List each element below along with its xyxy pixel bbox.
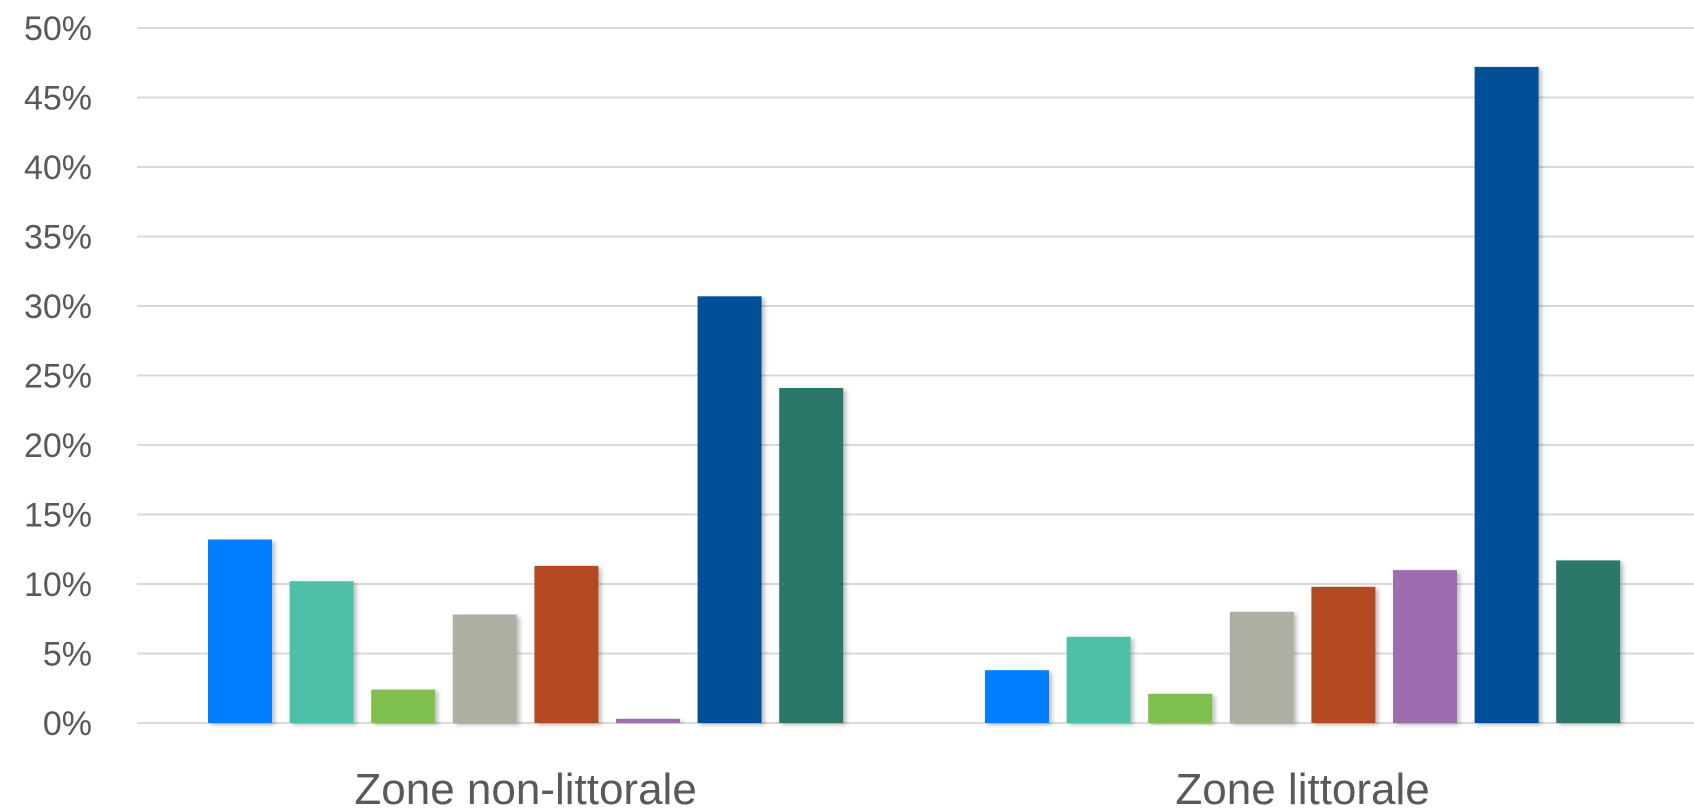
- y-axis-tick-labels: 0% 5% 10% 15% 20% 25% 30% 35% 40% 45% 50%: [24, 10, 92, 743]
- bar: [452, 614, 517, 723]
- bar: [1229, 611, 1294, 723]
- bars: [208, 66, 1621, 723]
- bar: [779, 388, 844, 723]
- y-tick-label: 45%: [24, 80, 92, 118]
- y-tick-label: 30%: [24, 288, 92, 326]
- y-tick-label: 0%: [43, 705, 92, 743]
- bar: [616, 718, 680, 723]
- x-category-label: Zone littorale: [1175, 765, 1429, 812]
- bar: [1311, 586, 1376, 723]
- bar: [1148, 693, 1213, 723]
- y-tick-label: 50%: [24, 10, 92, 48]
- y-tick-label: 15%: [24, 497, 92, 535]
- bar: [1066, 636, 1131, 723]
- bar: [697, 296, 762, 723]
- y-tick-label: 10%: [24, 566, 92, 604]
- bar: [1556, 560, 1621, 723]
- bar: [208, 539, 272, 723]
- x-category-label: Zone non-littorale: [354, 765, 696, 812]
- bar: [289, 581, 354, 723]
- bar: [371, 689, 436, 723]
- y-tick-label: 5%: [43, 636, 92, 674]
- y-tick-label: 40%: [24, 149, 92, 187]
- bar: [534, 565, 599, 723]
- bar: [1393, 570, 1457, 723]
- y-tick-label: 20%: [24, 427, 92, 465]
- y-tick-label: 25%: [24, 358, 92, 396]
- bar: [1474, 66, 1539, 723]
- gridlines: [137, 27, 1694, 724]
- bar: [985, 670, 1049, 723]
- x-axis-category-labels: Zone non-littorale Zone littorale: [354, 765, 1429, 812]
- y-tick-label: 35%: [24, 219, 92, 257]
